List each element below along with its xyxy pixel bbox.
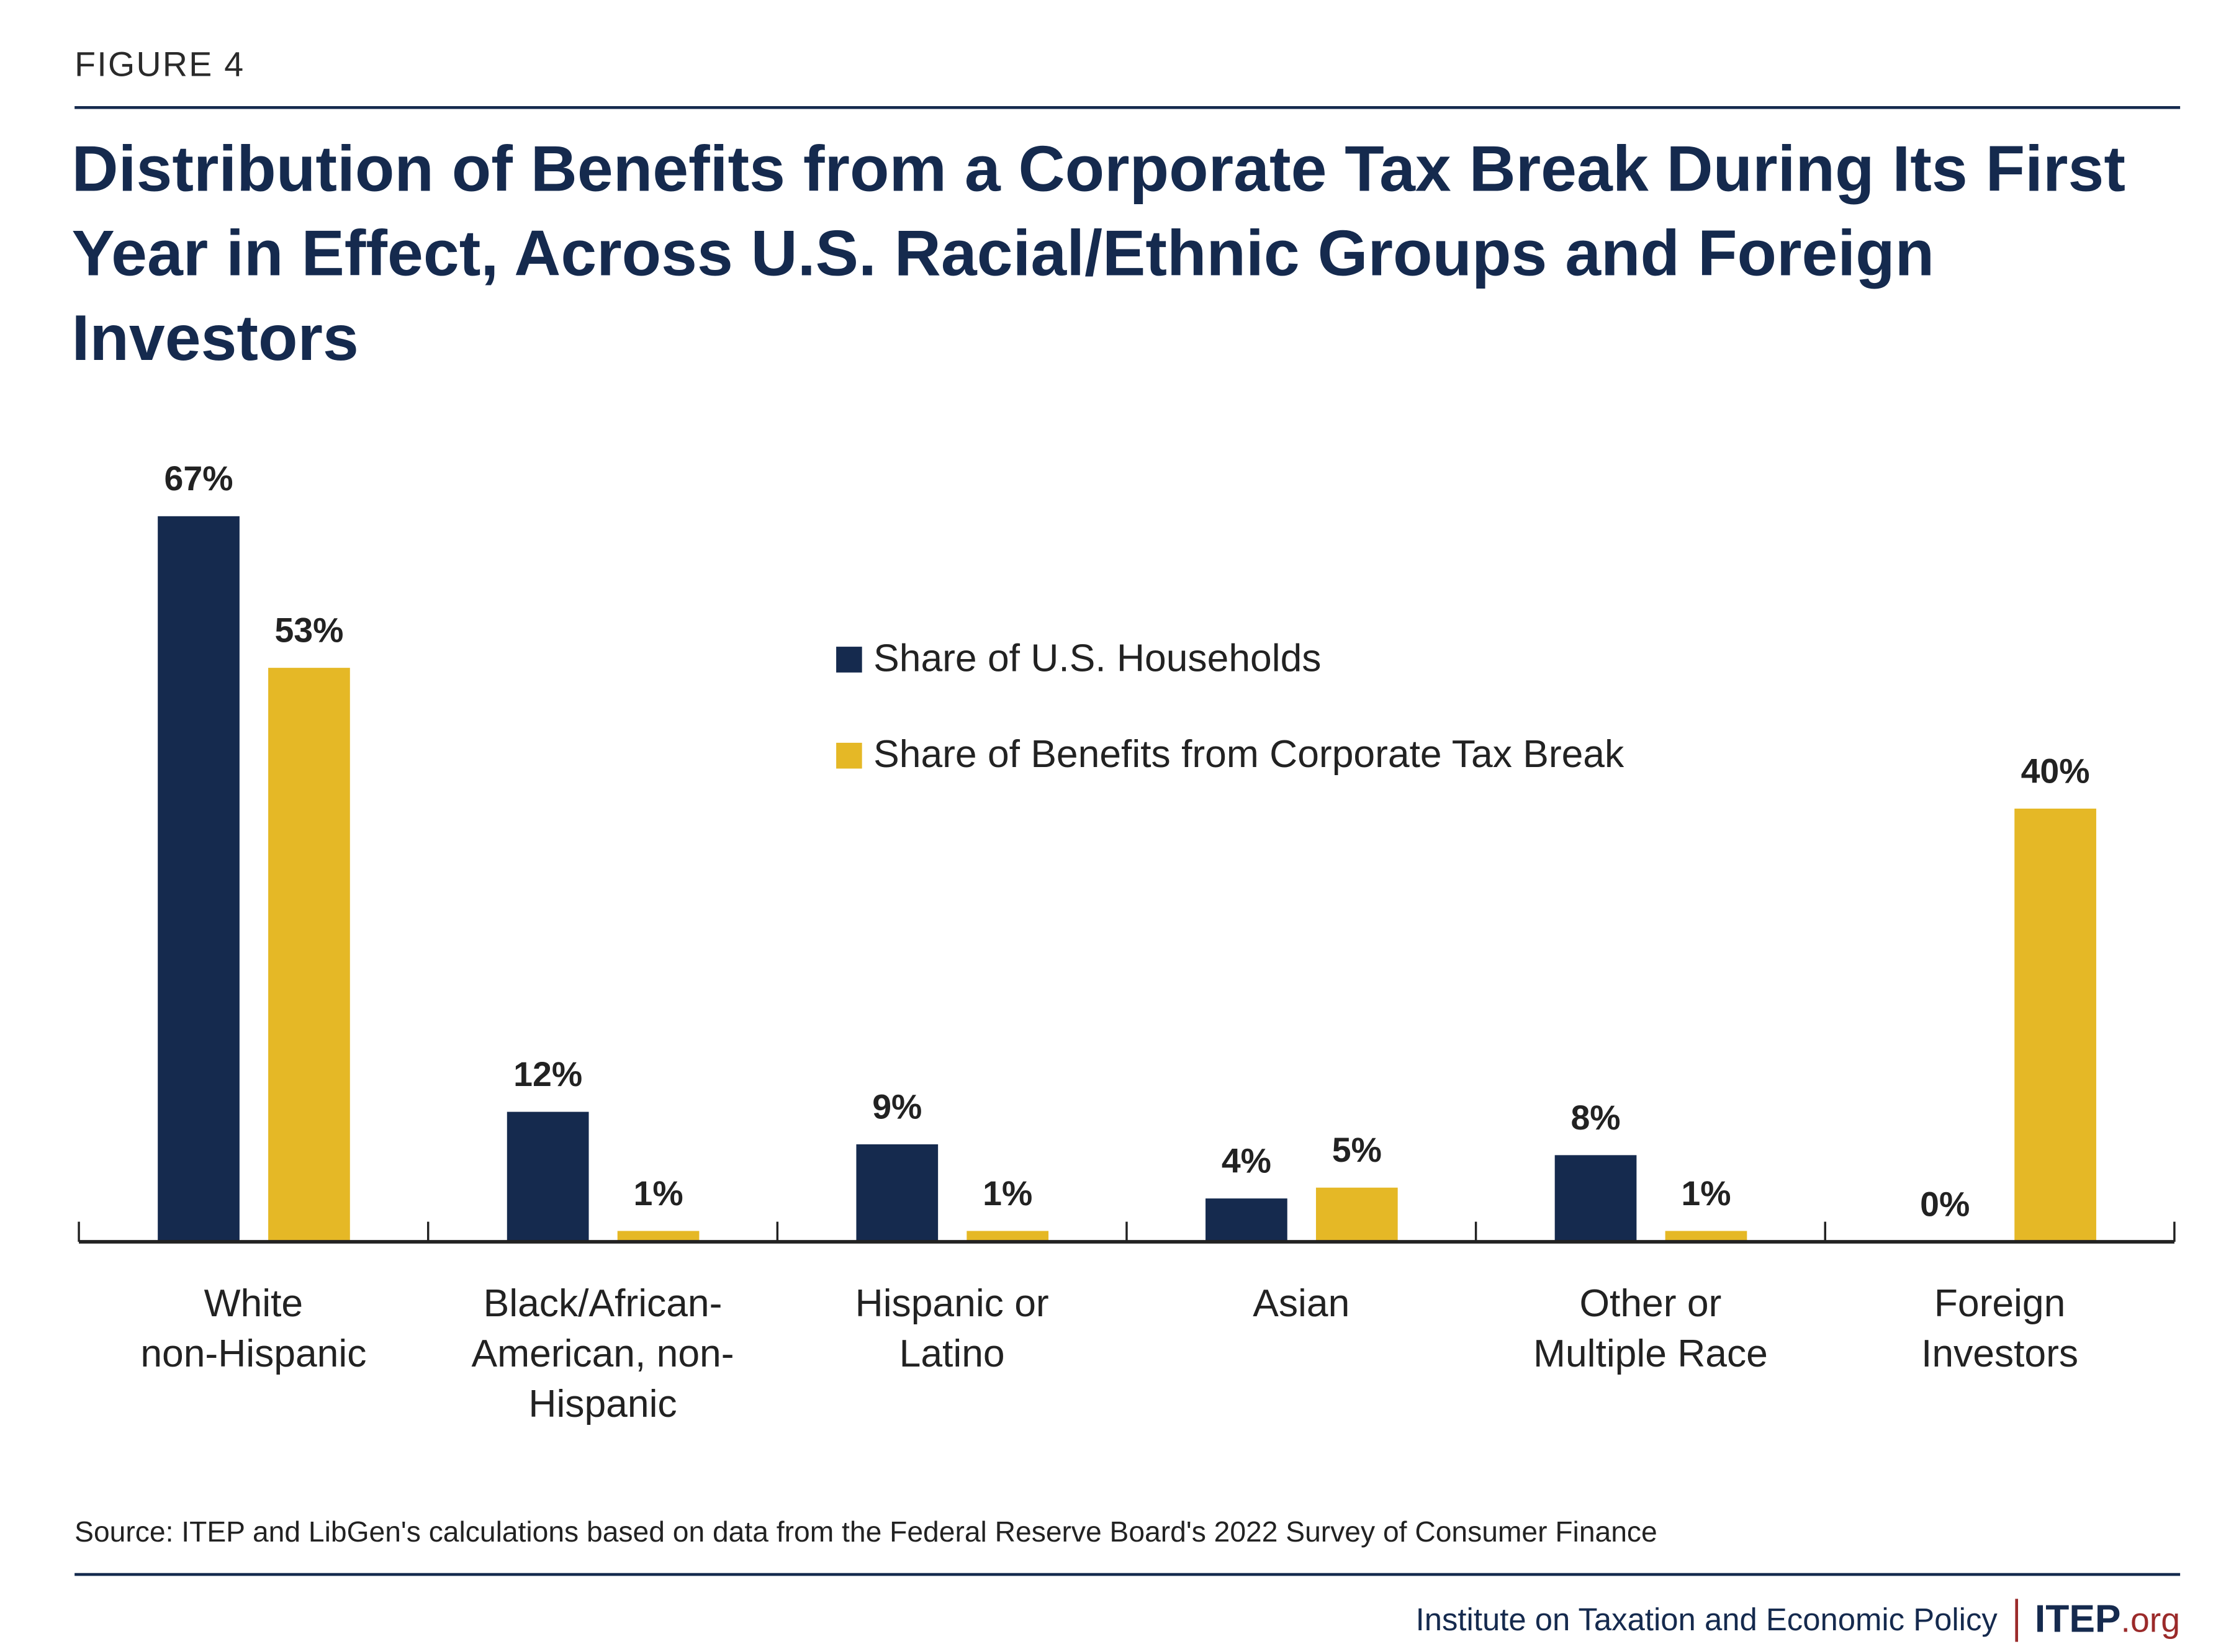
legend-item-households: Share of U.S. Households (836, 637, 1321, 681)
legend-label: Share of Benefits from Corporate Tax Bre… (873, 732, 1624, 776)
data-label: 1% (983, 1174, 1032, 1213)
category-label: Other or (1580, 1282, 1722, 1325)
source-note: Source: ITEP and LibGen's calculations b… (74, 1517, 1657, 1549)
footer-separator (2014, 1598, 2018, 1641)
data-label: 9% (872, 1087, 922, 1126)
bar-benefits (268, 668, 350, 1242)
data-label: 4% (1222, 1142, 1271, 1180)
data-label: 1% (634, 1174, 683, 1213)
data-label: 12% (513, 1055, 582, 1093)
data-label: 67% (164, 459, 233, 498)
data-label: 53% (274, 611, 343, 650)
legend-swatch-navy (836, 645, 862, 672)
bar-benefits (2014, 808, 2096, 1242)
bar-benefits (1315, 1187, 1398, 1242)
data-label: 40% (2021, 752, 2090, 790)
category-label: Black/African- (484, 1282, 723, 1325)
bar-households (1205, 1198, 1287, 1242)
data-label: 5% (1332, 1131, 1382, 1169)
data-label: 1% (1681, 1174, 1731, 1213)
bar-benefits (617, 1231, 700, 1242)
bar-households (1554, 1155, 1637, 1242)
bar-households (158, 516, 240, 1242)
bar-households (856, 1144, 939, 1242)
category-label: White (204, 1282, 303, 1325)
logo-main: ITEP (2034, 1597, 2121, 1641)
bar-households (507, 1111, 589, 1242)
category-label: Investors (1921, 1332, 2078, 1375)
bar-benefits (1665, 1231, 1747, 1242)
legend-label: Share of U.S. Households (873, 636, 1322, 680)
category-label: non-Hispanic (140, 1332, 366, 1375)
footer: Institute on Taxation and Economic Polic… (1415, 1597, 2180, 1642)
itep-logo: ITEP.org (2035, 1597, 2180, 1642)
data-label: 0% (1920, 1185, 1970, 1223)
bottom-rule (74, 1573, 2181, 1576)
data-label: 8% (1570, 1098, 1620, 1137)
category-label: Foreign (1934, 1282, 2066, 1325)
legend-item-benefits: Share of Benefits from Corporate Tax Bre… (836, 733, 1624, 778)
chart-title: Distribution of Benefits from a Corporat… (71, 132, 2125, 375)
legend-swatch-gold (836, 742, 862, 768)
category-label: American, non- (472, 1332, 734, 1375)
category-label: Multiple Race (1533, 1332, 1768, 1375)
category-label: Latino (899, 1332, 1005, 1375)
top-rule (74, 105, 2181, 109)
bar-benefits (967, 1231, 1049, 1242)
org-name: Institute on Taxation and Economic Polic… (1415, 1600, 1998, 1637)
category-label: Hispanic (528, 1383, 677, 1425)
logo-suffix: .org (2120, 1601, 2181, 1641)
category-label: Asian (1253, 1282, 1350, 1325)
figure-label: FIGURE 4 (74, 45, 245, 85)
category-label: Hispanic or (855, 1282, 1049, 1325)
